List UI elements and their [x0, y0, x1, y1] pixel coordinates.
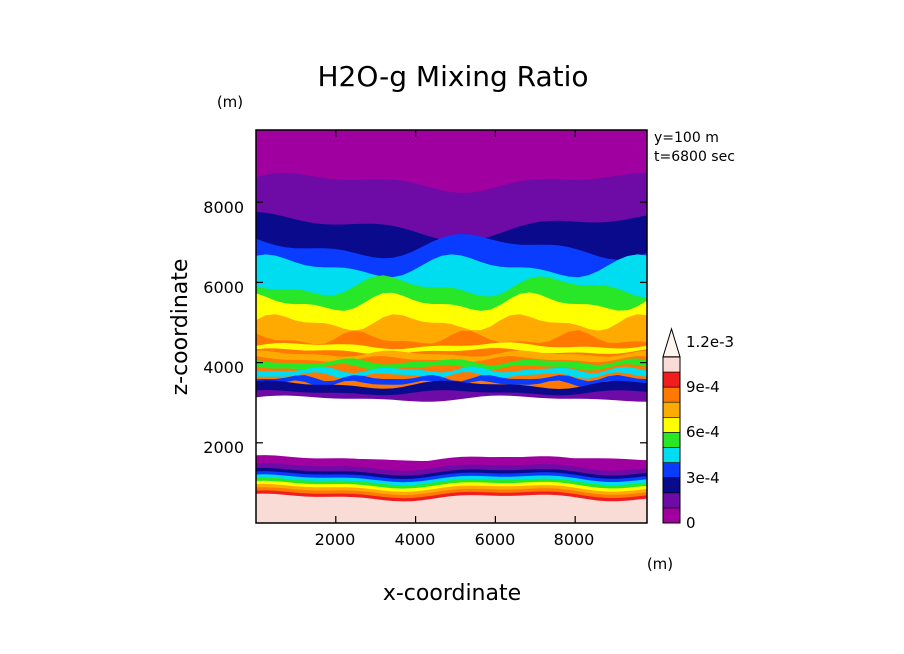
colorbar-segment [662, 462, 681, 479]
colorbar [662, 327, 681, 524]
y-unit-label: (m) [217, 93, 243, 111]
colorbar-segment [662, 401, 681, 418]
contour-band [256, 358, 647, 371]
colorbar-segment [662, 447, 681, 463]
colorbar-segment [662, 432, 681, 448]
x-tick-label: 8000 [554, 530, 595, 549]
contour-band [256, 342, 647, 355]
colorbar-segment [662, 507, 681, 524]
y-tick-label: 8000 [203, 198, 244, 217]
colorbar-extend-arrow [662, 327, 681, 358]
colorbar-label: 0 [686, 514, 696, 532]
colorbar-segment [662, 371, 681, 388]
chart-title: H2O-g Mixing Ratio [317, 60, 588, 93]
contour-band [256, 395, 647, 461]
colorbar-segment [662, 416, 681, 433]
annotation-y: y=100 m [654, 130, 719, 146]
contour-field [256, 130, 647, 523]
contour-band [256, 390, 647, 401]
colorbar-segment [662, 356, 681, 373]
x-tick-label: 4000 [395, 530, 436, 549]
x-axis-label: x-coordinate [383, 581, 521, 606]
plot-frame [255, 129, 648, 524]
x-tick-label: 6000 [475, 530, 516, 549]
x-unit-label: (m) [647, 555, 673, 573]
x-tick-label: 2000 [315, 530, 356, 549]
contour-band [256, 493, 647, 523]
colorbar-label: 1.2e-3 [686, 333, 734, 351]
y-tick-label: 4000 [203, 358, 244, 377]
colorbar-segment [662, 386, 681, 403]
colorbar-labels: 0 3e-4 6e-4 9e-4 1.2e-3 [686, 333, 734, 532]
colorbar-label: 9e-4 [686, 378, 720, 396]
colorbar-label: 3e-4 [686, 469, 720, 487]
x-axis: 2000 4000 6000 8000 [315, 530, 595, 549]
y-tick-label: 6000 [203, 278, 244, 297]
colorbar-segment [662, 492, 681, 509]
y-axis-label: z-coordinate [168, 259, 193, 396]
y-axis: 2000 4000 6000 8000 [203, 198, 244, 457]
colorbar-frame [662, 356, 681, 524]
annotation-t: t=6800 sec [654, 149, 735, 165]
y-tick-label: 2000 [203, 438, 244, 457]
colorbar-segment [662, 477, 681, 494]
colorbar-label: 6e-4 [686, 423, 720, 441]
